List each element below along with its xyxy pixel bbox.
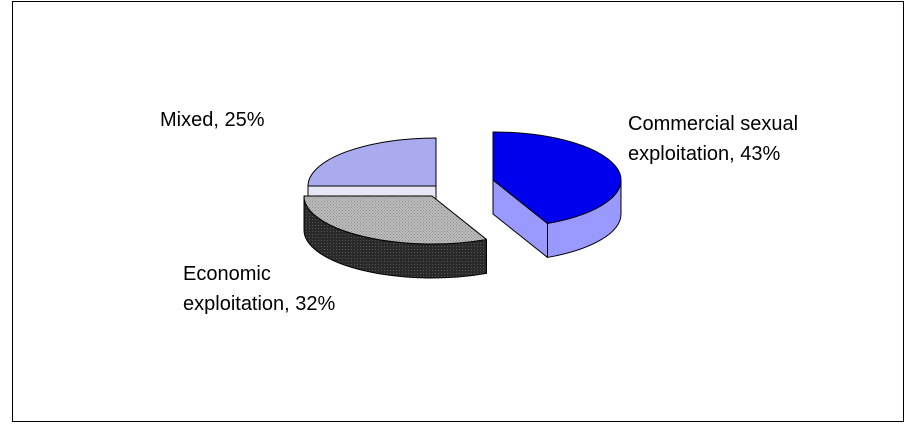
- data-label-line: exploitation, 32%: [183, 293, 336, 315]
- data-label-line: Economic: [183, 263, 271, 285]
- slice-economic-exploitation: [303, 195, 487, 279]
- data-label-commercial-sexual-exploitation: Commercial sexual exploitation, 43%: [628, 113, 798, 165]
- slice-top: [492, 131, 622, 224]
- data-label-mixed: Mixed, 25%: [160, 109, 265, 131]
- data-labels: Commercial sexual exploitation, 43% Econom…: [160, 109, 798, 315]
- chart-frame: [12, 1, 904, 422]
- data-label-economic-exploitation: Economic exploitation, 32%: [183, 263, 336, 315]
- slice-top: [307, 137, 437, 187]
- pie-slices: [303, 131, 622, 279]
- slice-top: [303, 195, 487, 245]
- data-label-line: exploitation, 43%: [628, 143, 781, 165]
- slice-commercial-sexual-exploitation: [492, 131, 622, 258]
- data-label-line: Mixed, 25%: [160, 109, 265, 131]
- data-label-line: Commercial sexual: [628, 113, 798, 135]
